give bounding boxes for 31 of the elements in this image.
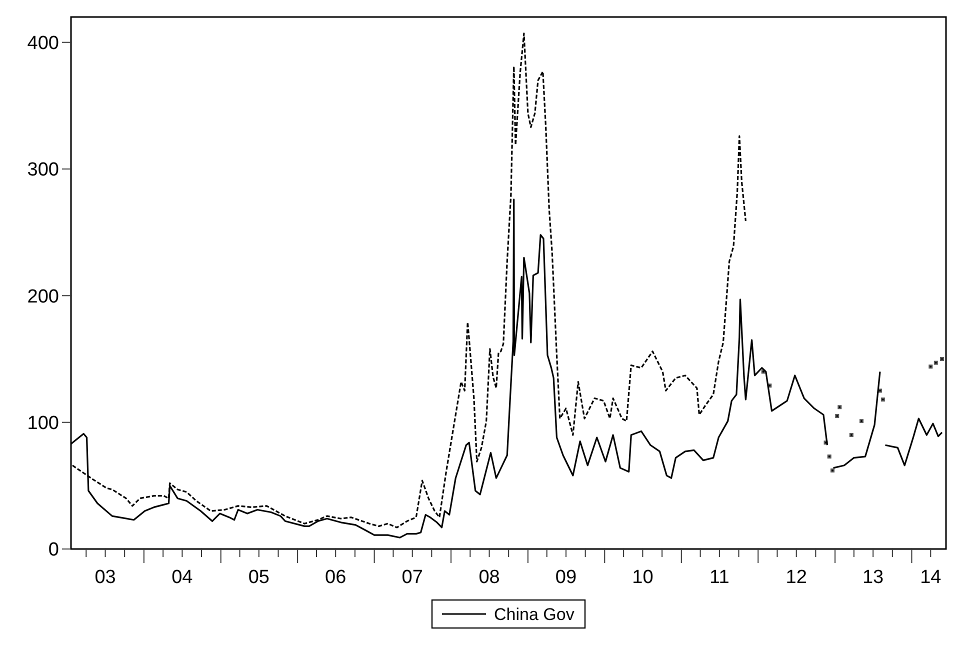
y-tick-label: 100 (27, 412, 59, 434)
point (849, 433, 854, 437)
point (824, 440, 828, 445)
x-tick-label: 14 (920, 567, 942, 588)
y-tick-label: 200 (27, 286, 59, 308)
x-tick-label: 09 (555, 567, 577, 588)
point (830, 468, 834, 472)
point (940, 357, 944, 361)
x-tick-label: 08 (478, 567, 500, 588)
point (860, 419, 864, 424)
point (928, 364, 933, 369)
point (880, 398, 885, 402)
x-tick-label: 12 (786, 567, 807, 588)
x-tick-label: 03 (94, 567, 116, 588)
y-tick-label: 400 (27, 32, 59, 54)
y-tick-label: 300 (27, 160, 59, 181)
x-tick-label: 05 (248, 567, 270, 588)
x-tick-label: 06 (325, 567, 346, 588)
point (761, 370, 766, 374)
point (878, 388, 882, 393)
y-tick-label: 0 (48, 540, 59, 561)
x-tick-label: 13 (862, 567, 884, 588)
legend-label: China Gov (494, 604, 575, 624)
point (934, 360, 938, 365)
x-tick-label: 04 (172, 567, 194, 588)
x-tick-label: 07 (402, 567, 423, 588)
point (838, 405, 842, 410)
x-tick-label: 10 (632, 567, 654, 588)
point (835, 414, 840, 418)
point (827, 454, 832, 459)
x-tick-label: 11 (710, 567, 730, 588)
